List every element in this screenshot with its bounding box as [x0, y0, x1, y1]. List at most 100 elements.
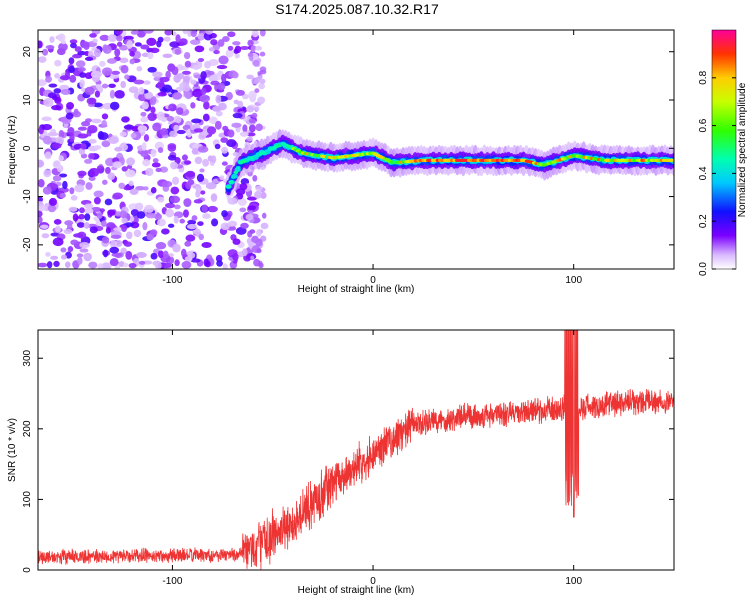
heatmap-noise-cell: [200, 190, 206, 195]
heatmap-noise-cell: [203, 258, 210, 267]
heatmap-noise-cell: [254, 190, 262, 199]
heatmap-noise-cell: [185, 234, 196, 242]
heatmap-noise-cell: [42, 186, 52, 195]
heatmap-noise-cell: [112, 192, 123, 200]
heatmap-noise-cell: [200, 71, 207, 80]
heatmap-noise-cell: [83, 222, 90, 229]
heatmap-noise-cell: [102, 179, 108, 185]
heatmap-noise-cell: [123, 241, 133, 247]
heatmap-noise-cell: [112, 161, 122, 169]
heatmap-noise-cell: [165, 208, 175, 218]
heatmap-noise-cell: [215, 254, 223, 263]
heatmap-noise-cell: [217, 39, 225, 47]
heatmap-noise-cell: [141, 142, 147, 151]
heatmap-noise-cell: [201, 241, 212, 248]
heatmap-noise-cell: [72, 213, 79, 222]
heatmap-noise-cell: [196, 173, 205, 183]
heatmap-noise-cell: [202, 158, 209, 167]
heatmap-noise-cell: [68, 206, 78, 212]
heatmap-noise-cell: [49, 36, 55, 43]
heatmap-noise-cell: [69, 133, 75, 142]
heatmap-noise-cell: [168, 103, 177, 112]
heatmap-noise-cell: [217, 82, 226, 91]
heatmap-noise-cell: [38, 56, 47, 63]
heatmap-noise-cell: [214, 120, 222, 130]
heatmap-noise-cell: [107, 172, 116, 180]
colorbar-tick-label: 0.6: [698, 118, 709, 132]
heatmap-noise-cell: [77, 231, 87, 239]
heatmap-noise-cell: [142, 222, 148, 231]
heatmap-noise-cell: [227, 129, 235, 138]
heatmap-noise-cell: [187, 30, 193, 38]
heatmap-noise-cell: [248, 118, 256, 124]
heatmap-noise-cell: [170, 186, 180, 195]
heatmap-noise-cell: [256, 248, 262, 254]
heatmap-noise-cell: [128, 180, 134, 187]
heatmap-noise-cell: [199, 94, 211, 103]
heatmap-noise-cell: [248, 241, 254, 249]
heatmap-noise-cell: [126, 40, 133, 49]
heatmap-noise-cell: [111, 252, 123, 258]
heatmap-x-tick-label: -100: [162, 275, 182, 286]
heatmap-noise-cell: [120, 64, 129, 74]
heatmap-noise-cell: [216, 260, 223, 267]
heatmap-noise-cell: [43, 97, 54, 107]
heatmap-noise-cell: [45, 44, 55, 50]
colorbar-tick-label: 0.2: [698, 214, 709, 228]
heatmap-noise-cell: [95, 84, 102, 90]
heatmap-noise-cell: [161, 84, 173, 93]
heatmap-noise-cell: [247, 39, 254, 47]
heatmap-noise-cell: [128, 262, 137, 269]
heatmap-noise-cell: [93, 145, 102, 150]
heatmap-noise-cell: [250, 45, 256, 53]
heatmap-noise-cell: [85, 182, 93, 190]
heatmap-noise-cell: [222, 35, 230, 43]
heatmap-noise-cell: [145, 212, 157, 219]
heatmap-noise-cell: [74, 184, 85, 193]
heatmap-noise-cell: [173, 124, 180, 132]
heatmap-noise-cell: [121, 224, 128, 233]
heatmap-noise-cell: [120, 80, 126, 89]
heatmap-noise-cell: [151, 162, 161, 168]
heatmap-noise-cell: [167, 154, 177, 161]
heatmap-noise-cell: [46, 261, 53, 269]
heatmap-noise-cell: [259, 51, 266, 57]
heatmap-noise-cell: [53, 88, 62, 94]
heatmap-noise-cell: [47, 131, 59, 137]
heatmap-noise-cell: [167, 223, 175, 228]
heatmap-noise-cell: [84, 56, 94, 61]
heatmap-noise-cell: [55, 136, 65, 145]
heatmap-noise-cell: [69, 39, 78, 44]
heatmap-noise-cell: [70, 42, 77, 49]
heatmap-noise-cell: [84, 213, 91, 221]
heatmap-noise-cell: [183, 209, 189, 218]
heatmap-noise-cell: [176, 129, 186, 135]
heatmap-noise-cell: [216, 64, 228, 70]
heatmap-noise-cell: [69, 187, 75, 195]
heatmap-noise-cell: [232, 71, 239, 79]
heatmap-noise-cell: [205, 182, 217, 190]
heatmap-noise-cell: [259, 30, 266, 37]
heatmap-noise-cell: [210, 193, 218, 202]
heatmap-noise-cell: [52, 175, 62, 182]
heatmap-noise-cell: [157, 147, 164, 153]
heatmap-noise-cell: [141, 52, 150, 58]
heatmap-noise-cell: [172, 92, 183, 100]
heatmap-noise-cell: [192, 64, 200, 71]
heatmap-noise-cell: [59, 173, 68, 178]
heatmap-noise-cell: [136, 251, 147, 259]
heatmap-noise-cell: [109, 239, 118, 249]
heatmap-noise-cell: [173, 215, 179, 224]
heatmap-noise-cell: [129, 58, 135, 65]
heatmap-noise-cell: [143, 134, 150, 142]
heatmap-noise-cell: [67, 246, 74, 253]
snr-y-tick-label: 0: [22, 567, 33, 573]
heatmap-noise-cell: [220, 137, 229, 143]
colorbar-gradient: [711, 29, 737, 270]
heatmap-noise-cell: [103, 249, 109, 258]
heatmap-noise-cell: [246, 132, 256, 137]
heatmap-noise-cell: [169, 41, 180, 48]
heatmap-noise-cell: [179, 218, 185, 224]
heatmap-noise-cell: [77, 50, 86, 56]
snr-series-line: [38, 330, 674, 570]
